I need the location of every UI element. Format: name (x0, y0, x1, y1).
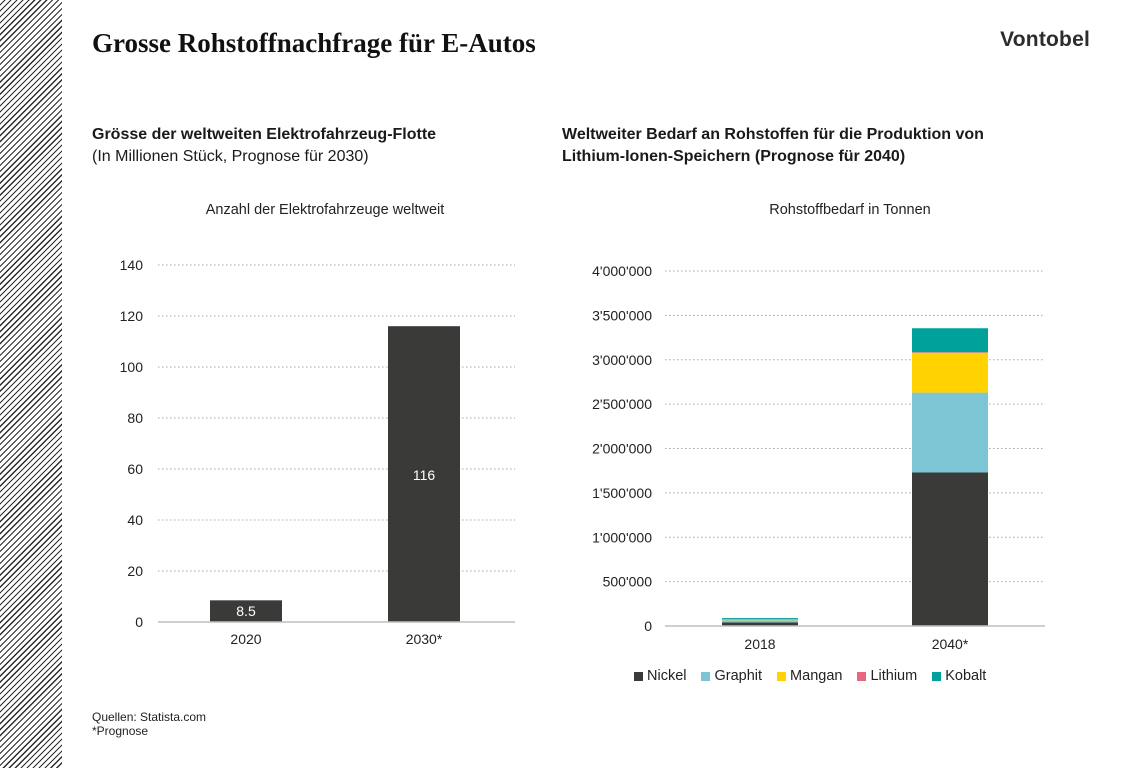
chart-legend: Nickel Graphit Mangan Lithium Kobalt (634, 668, 986, 684)
legend-item-graphit: Graphit (701, 668, 762, 684)
right-y-tick-label: 4'000'000 (592, 263, 652, 279)
legend-swatch-nickel (634, 671, 643, 681)
right-bar-segment-mangan-2040 (912, 352, 988, 393)
right-y-tick-label: 3'000'000 (592, 352, 652, 368)
right-chart-heading-line1: Weltweiter Bedarf an Rohstoffen für die … (562, 126, 984, 143)
left-bar-2030 (388, 326, 460, 622)
right-chart-heading-line2: Lithium-Ionen-Speichern (Prognose für 20… (562, 148, 906, 165)
right-y-tick-label: 1'500'000 (592, 485, 652, 501)
left-y-tick-label: 140 (120, 257, 144, 273)
right-y-tick-label: 2'500'000 (592, 396, 652, 412)
right-bar-segment-mangan-2018 (722, 619, 798, 621)
right-y-tick-label: 3'500'000 (592, 307, 652, 323)
right-x-tick-label: 2018 (744, 636, 775, 652)
legend-item-lithium: Lithium (857, 668, 917, 684)
right-y-tick-label: 2'000'000 (592, 441, 652, 457)
right-y-tick-label: 0 (644, 618, 652, 634)
legend-label-graphit: Graphit (714, 668, 763, 684)
left-x-tick-label: 2030* (406, 631, 443, 647)
right-bar-segment-nickel-2040 (912, 472, 988, 626)
legend-label-lithium: Lithium (870, 668, 918, 684)
right-bar-segment-graphit-2018 (722, 620, 798, 623)
legend-swatch-kobalt (932, 671, 942, 681)
right-chart-title: Rohstoffbedarf in Tonnen (769, 202, 931, 218)
legend-item-mangan: Mangan (777, 668, 842, 684)
legend-item-kobalt: Kobalt (932, 668, 986, 684)
left-data-label: 8.5 (236, 603, 256, 619)
left-data-label: 116 (413, 467, 436, 483)
source-text: Quellen: Statista.com (92, 710, 207, 724)
left-y-tick-label: 40 (127, 512, 143, 528)
left-y-tick-label: 100 (120, 359, 144, 375)
left-y-tick-label: 0 (135, 614, 143, 630)
left-chart-subheading: (In Millionen Stück, Prognose für 2030) (92, 148, 369, 165)
source-note: Quellen: Statista.com *Prognose (92, 710, 206, 738)
left-x-tick-label: 2020 (230, 631, 261, 647)
brand-logo: Vontobel (1000, 28, 1090, 51)
left-y-tick-label: 60 (127, 461, 143, 477)
left-y-tick-label: 120 (120, 308, 144, 324)
right-bar-segment-kobalt-2018 (722, 618, 798, 619)
page-title: Grosse Rohstoffnachfrage für E-Autos (92, 28, 536, 58)
legend-label-mangan: Mangan (790, 668, 843, 684)
legend-swatch-mangan (777, 671, 787, 681)
left-y-tick-label: 80 (127, 410, 143, 426)
right-y-tick-label: 1'000'000 (592, 529, 652, 545)
left-chart-heading-block: Grösse der weltweiten Elektrofahrzeug-Fl… (92, 124, 436, 168)
right-bar-segment-graphit-2040 (912, 392, 988, 473)
legend-item-nickel: Nickel (634, 668, 686, 684)
right-bar-segment-lithium-2018 (722, 618, 798, 620)
right-y-tick-label: 500'000 (603, 574, 653, 590)
right-x-tick-label: 2040* (932, 636, 969, 652)
right-chart-heading-block: Weltweiter Bedarf an Rohstoffen für die … (562, 124, 984, 168)
left-y-tick-label: 20 (127, 563, 143, 579)
right-bar-segment-nickel-2018 (722, 622, 798, 626)
legend-swatch-graphit (701, 671, 711, 681)
forecast-note: *Prognose (92, 724, 149, 738)
legend-label-kobalt: Kobalt (945, 668, 987, 684)
left-chart-heading: Grösse der weltweiten Elektrofahrzeug-Fl… (92, 126, 437, 143)
right-bar-segment-lithium-2040 (912, 352, 988, 353)
legend-label-nickel: Nickel (647, 668, 687, 684)
legend-swatch-lithium (857, 671, 867, 681)
decorative-hatch-strip (0, 0, 62, 768)
left-chart-title: Anzahl der Elektrofahrzeuge weltweit (205, 202, 445, 218)
left-bar-2020 (210, 600, 282, 622)
right-bar-segment-kobalt-2040 (912, 328, 988, 353)
